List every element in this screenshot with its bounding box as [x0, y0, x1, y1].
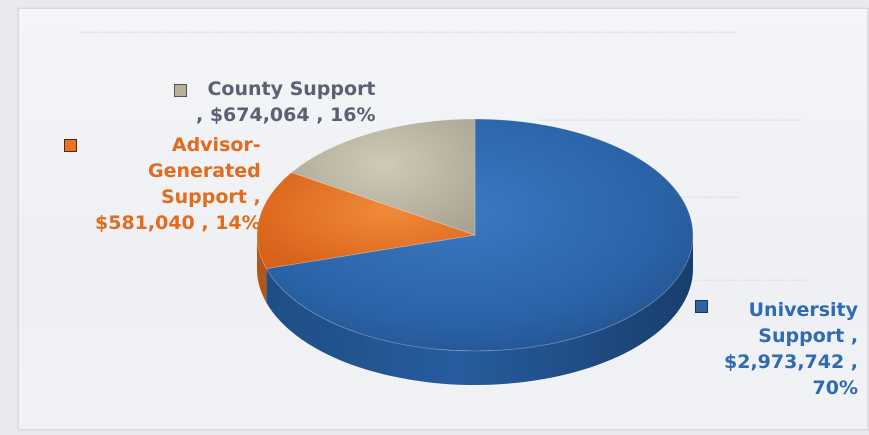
advisor-label-line4: $581,040 , 14% — [95, 212, 261, 234]
county-support-label: County Support , $674,064 , 16% — [196, 76, 376, 128]
county-label-line1: County Support — [207, 78, 376, 100]
county-slice — [290, 118, 476, 236]
advisor-label-line2: Generated — [148, 160, 261, 182]
advisor-support-label: Advisor- Generated Support , $581,040 , … — [95, 132, 261, 236]
university-label-line1: University — [748, 299, 859, 321]
county-legend-key — [174, 84, 187, 97]
university-label-line2: Support , — [758, 325, 859, 347]
university-slice — [265, 118, 694, 352]
university-support-label: University Support , $2,973,742 , 70% — [724, 297, 858, 401]
county-label-line2: , $674,064 , 16% — [196, 104, 376, 126]
advisor-slice-side — [257, 235, 267, 303]
university-label-line3: $2,973,742 , — [724, 351, 859, 373]
advisor-slice — [256, 172, 476, 270]
university-slice-side — [266, 235, 693, 386]
university-legend-key — [695, 300, 708, 313]
university-label-line4: 70% — [812, 377, 859, 399]
advisor-label-line3: Support , — [160, 186, 261, 208]
advisor-label-line1: Advisor- — [171, 134, 261, 156]
advisor-legend-key — [64, 139, 77, 152]
